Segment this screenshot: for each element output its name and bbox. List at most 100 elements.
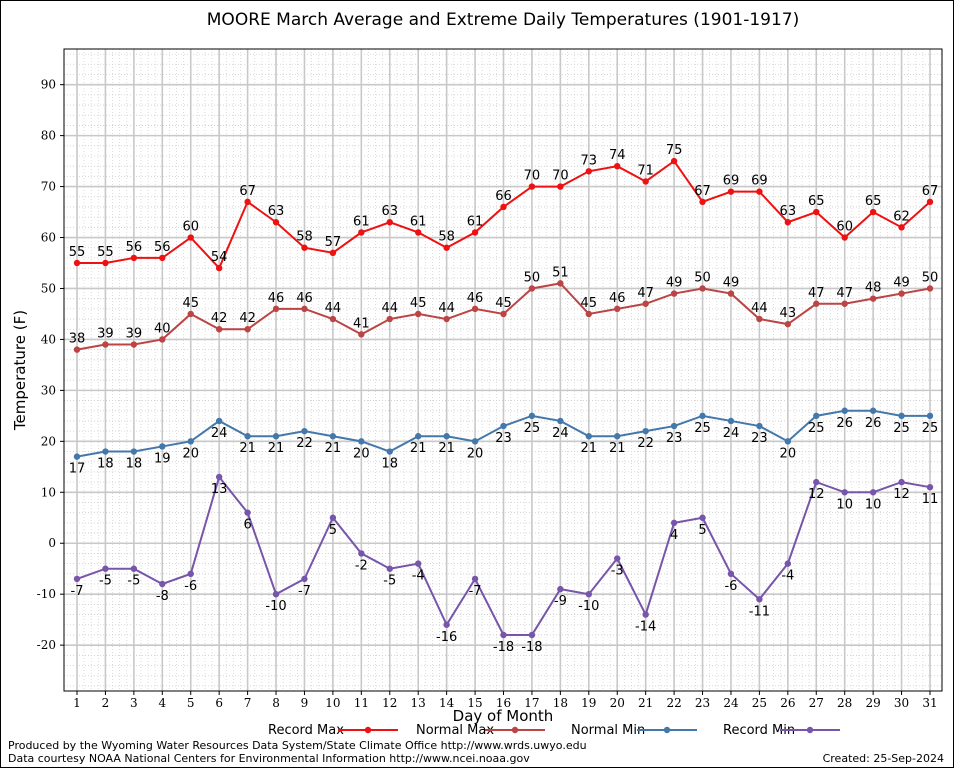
data-label-record-min: -4: [412, 569, 425, 584]
data-point-record-max: [443, 244, 450, 251]
data-label-record-min: -9: [554, 594, 567, 609]
data-label-normal-min: 21: [410, 441, 427, 456]
data-label-record-min: -7: [71, 584, 84, 599]
data-label-record-min: 5: [329, 523, 337, 538]
legend-marker-record-min: [806, 726, 814, 734]
data-label-normal-min: 21: [581, 441, 598, 456]
x-tick-label: 10: [325, 696, 340, 710]
data-point-normal-max: [699, 285, 706, 292]
data-label-record-max: 70: [524, 169, 541, 184]
data-label-record-max: 70: [552, 169, 569, 184]
data-point-record-max: [102, 259, 109, 267]
footer-data-courtesy: Data courtesy NOAA National Centers for …: [8, 752, 530, 765]
data-point-record-min: [642, 611, 649, 618]
data-point-record-min: [898, 478, 905, 486]
data-label-record-max: 56: [126, 240, 143, 255]
data-label-normal-max: 46: [268, 291, 285, 306]
legend-marker-normal-min: [663, 726, 671, 734]
series-normal-max: 38 39 39 40 45 42 42 46 46 44 41 44 45 44 46 45 50 51 45 46…: [69, 265, 938, 353]
data-label-normal-max: 45: [581, 296, 598, 311]
data-point-record-min: [841, 489, 848, 496]
data-label-record-min: -5: [99, 574, 112, 589]
data-point-record-max: [642, 178, 649, 185]
data-point-record-max: [841, 234, 848, 241]
chart-title: MOORE March Average and Extreme Daily Te…: [207, 10, 799, 30]
x-tick-label: 5: [187, 696, 195, 710]
x-tick-label: 4: [158, 696, 166, 710]
data-point-record-max: [926, 198, 934, 206]
y-tick-label: 40: [41, 332, 56, 346]
x-tick-label: 24: [723, 696, 739, 710]
data-label-normal-min: 26: [836, 416, 853, 431]
data-label-normal-min: 24: [211, 426, 228, 441]
data-label-record-max: 61: [467, 214, 484, 229]
data-label-record-max: 67: [694, 184, 711, 199]
data-point-record-min: [244, 509, 251, 516]
data-label-normal-max: 47: [836, 286, 853, 301]
data-label-record-max: 67: [922, 184, 939, 199]
data-point-normal-max: [301, 305, 308, 313]
x-tick-label: 21: [638, 696, 653, 710]
x-tick-label: 13: [411, 696, 426, 710]
data-point-normal-max: [471, 305, 479, 313]
data-point-normal-min: [642, 427, 649, 435]
data-point-record-max: [898, 224, 905, 231]
x-tick-label: 17: [524, 696, 539, 710]
data-label-normal-max: 51: [552, 265, 569, 280]
data-label-record-min: 11: [922, 492, 939, 507]
data-label-normal-max: 45: [495, 296, 512, 311]
x-tick-label: 29: [865, 696, 880, 710]
data-label-record-min: -14: [635, 620, 656, 635]
data-label-record-max: 67: [239, 184, 256, 199]
data-point-record-max: [215, 264, 223, 272]
data-point-normal-max: [585, 310, 592, 318]
y-ticks: -20 -10 0 10 20 30 40 50 60 70 80 90: [37, 78, 64, 652]
data-point-record-max: [670, 157, 678, 165]
data-point-normal-min: [926, 412, 934, 420]
y-tick-label: 60: [41, 231, 56, 245]
data-point-normal-max: [159, 336, 166, 343]
data-label-normal-max: 47: [637, 286, 654, 301]
y-axis-label: Temperature (F): [11, 310, 29, 431]
data-point-record-min: [386, 565, 393, 572]
y-tick-label: 70: [41, 180, 56, 194]
data-label-record-min: 13: [211, 482, 228, 497]
data-point-record-max: [358, 229, 365, 236]
data-point-record-min: [73, 575, 81, 583]
data-point-record-max: [500, 203, 507, 211]
data-label-record-max: 63: [268, 204, 285, 219]
data-point-record-max: [386, 219, 393, 226]
data-point-normal-min: [699, 412, 706, 420]
data-label-normal-min: 21: [268, 441, 285, 456]
legend-label-normal-min: Normal Min: [571, 723, 645, 738]
x-ticks: 1 2 3 4 5 6 7 8 9 10 11 12 13 14 15 16 17 18 19 20 21 22 23 24 2…: [73, 691, 938, 710]
x-tick-label: 20: [610, 696, 625, 710]
data-point-normal-min: [557, 417, 564, 425]
data-label-record-max: 63: [780, 204, 797, 219]
data-label-record-max: 71: [637, 163, 654, 178]
data-label-normal-min: 25: [808, 421, 825, 436]
data-label-normal-max: 44: [325, 301, 342, 316]
data-label-normal-min: 20: [353, 446, 370, 461]
data-point-record-min: [813, 478, 820, 486]
legend-label-record-max: Record Max: [268, 723, 344, 738]
data-label-normal-min: 25: [694, 421, 711, 436]
series-normal-min: 17 18 18 19 20 24 21 21 22 21 20 18 21 21 20 23 25 24 21 21…: [69, 407, 938, 477]
data-point-normal-max: [386, 315, 393, 323]
x-tick-label: 14: [439, 696, 455, 710]
data-point-normal-min: [443, 433, 450, 440]
x-tick-label: 2: [102, 696, 110, 710]
data-label-record-max: 55: [97, 245, 114, 260]
data-point-record-min: [329, 514, 337, 521]
data-label-normal-max: 49: [723, 276, 740, 291]
data-label-normal-max: 40: [154, 321, 171, 336]
x-tick-label: 8: [272, 696, 280, 710]
data-label-record-min: 5: [698, 523, 706, 538]
data-point-normal-min: [841, 407, 848, 414]
data-point-normal-max: [869, 295, 877, 302]
data-point-normal-max: [187, 310, 194, 318]
data-point-normal-min: [670, 422, 678, 430]
data-label-record-min: 12: [808, 487, 825, 502]
data-label-record-max: 58: [296, 230, 313, 245]
data-label-record-max: 69: [751, 174, 768, 189]
